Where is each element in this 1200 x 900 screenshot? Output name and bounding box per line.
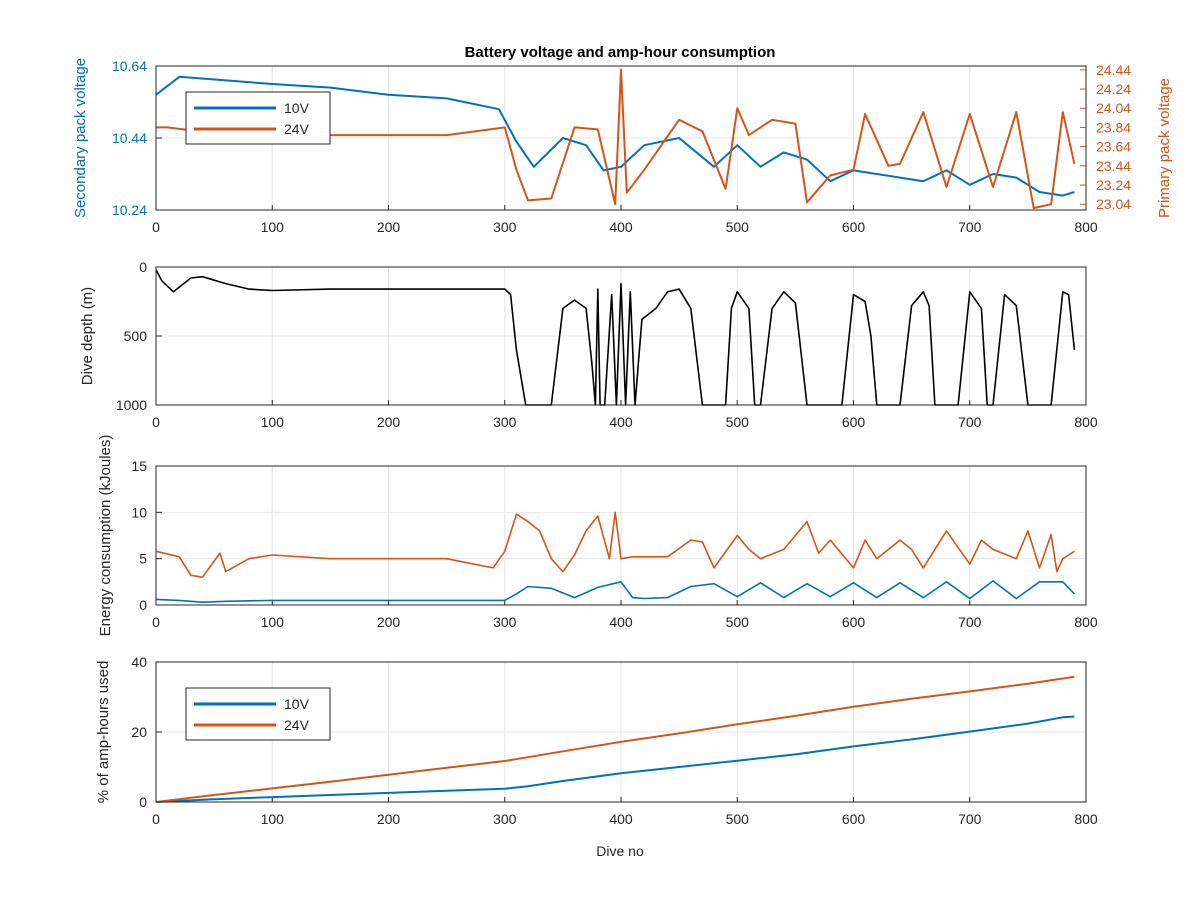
x-axis-label: Dive no [596, 843, 644, 859]
y-tick-label: 0 [139, 794, 147, 810]
x-tick-label: 0 [152, 219, 160, 235]
x-tick-label: 700 [958, 219, 982, 235]
y-tick-label: 15 [131, 458, 147, 474]
y-right-tick-label: 24.24 [1096, 81, 1131, 97]
y-tick-label: 10.24 [112, 202, 147, 218]
x-tick-label: 400 [609, 414, 633, 430]
y-right-tick-label: 23.04 [1096, 196, 1131, 212]
x-tick-label: 700 [958, 811, 982, 827]
x-tick-label: 600 [842, 219, 866, 235]
y-tick-label: 0 [139, 259, 147, 275]
panels: 0 100 200 300 400 500 600 700 80010.2410.4410.64… [72, 58, 1173, 827]
x-tick-label: 400 [609, 811, 633, 827]
x-tick-label: 300 [493, 414, 517, 430]
x-tick-label: 600 [842, 614, 866, 630]
x-tick-label: 100 [261, 414, 285, 430]
x-tick-label: 500 [726, 614, 750, 630]
x-tick-label: 300 [493, 614, 517, 630]
y-axis-label: % of amp-hours used [95, 661, 112, 804]
y-tick-label: 0 [139, 597, 147, 613]
x-tick-label: 200 [377, 811, 401, 827]
y-tick-label: 40 [131, 654, 147, 670]
series-line-10v [155, 580, 1075, 604]
panel-1: 0 100 200 300 400 500 600 700 800 10.24 10.44 10.64… [72, 58, 1173, 235]
x-tick-label: 200 [377, 219, 401, 235]
y-tick-label: 1000 [116, 397, 147, 413]
x-tick-label: 400 [609, 614, 633, 630]
x-tick-label: 100 [261, 614, 285, 630]
x-tick-label: 700 [958, 414, 982, 430]
x-tick-label: 0 [152, 414, 160, 430]
x-tick-label: 600 [842, 414, 866, 430]
y-right-tick-label: 23.24 [1096, 177, 1131, 193]
y-axis-label: Energy consumption (kJoules) [97, 435, 114, 637]
series-line-10v [155, 715, 1075, 803]
x-tick-label: 500 [726, 414, 750, 430]
y-tick-label: 500 [124, 328, 148, 344]
y-right-tick-label: 24.04 [1096, 100, 1131, 116]
x-tick-label: 300 [493, 811, 517, 827]
legend-label: 10V [284, 100, 310, 116]
legend-box [185, 687, 331, 741]
legend-label: 24V [284, 717, 310, 733]
panel-3: 0 100 200 300 400 500 600 700 800 0 5 10 15 Energy co… [97, 435, 1098, 637]
x-tick-label: 800 [1074, 811, 1098, 827]
axis-box [155, 65, 1087, 211]
legend-label: 10V [284, 696, 310, 712]
x-tick-label: 800 [1074, 614, 1098, 630]
series-line-24v [156, 68, 1076, 210]
x-tick-label: 400 [609, 219, 633, 235]
y-tick-label: 10 [131, 504, 147, 520]
legend-label: 24V [284, 121, 310, 137]
chart-title: Battery voltage and amp-hour consumption [465, 44, 776, 61]
x-tick-label: 200 [377, 614, 401, 630]
y-right-tick-label: 24.44 [1096, 62, 1131, 78]
axis-box [155, 266, 1087, 406]
y-right-tick-label: 23.84 [1096, 119, 1131, 135]
x-tick-label: 200 [377, 414, 401, 430]
y-right-tick-label: 23.44 [1096, 158, 1131, 174]
axis-box [155, 661, 1087, 803]
series-line-24v [155, 511, 1075, 579]
x-tick-label: 100 [261, 219, 285, 235]
panel-2: 0 100 200 300 400 500 600 700 800 0 500 1000 Dive de… [79, 259, 1098, 430]
axis-box [155, 465, 1087, 606]
x-tick-label: 500 [726, 811, 750, 827]
x-tick-label: 100 [261, 811, 285, 827]
x-tick-label: 600 [842, 811, 866, 827]
y-tick-label: 5 [139, 551, 147, 567]
x-tick-label: 300 [493, 219, 517, 235]
y-right-tick-label: 23.64 [1096, 139, 1131, 155]
y-axis-label: Dive depth (m) [79, 287, 96, 385]
x-tick-label: 700 [958, 614, 982, 630]
series-line-10v [155, 75, 1075, 197]
legend-box [185, 91, 331, 145]
x-tick-label: 0 [152, 614, 160, 630]
y-tick-label: 10.44 [112, 130, 147, 146]
x-tick-label: 800 [1074, 414, 1098, 430]
series-line-24v [155, 675, 1075, 803]
x-tick-label: 0 [152, 811, 160, 827]
y-right-axis-label: Primary pack voltage [1156, 78, 1173, 218]
y-tick-label: 20 [131, 724, 147, 740]
x-tick-label: 800 [1074, 219, 1098, 235]
panel-4: 0 100 200 300 400 500 600 700 800 0 20 40 % of amp-h… [95, 654, 1098, 827]
y-axis-label: Secondary pack voltage [72, 58, 89, 218]
y-tick-label: 10.64 [112, 58, 147, 74]
x-tick-label: 500 [726, 219, 750, 235]
